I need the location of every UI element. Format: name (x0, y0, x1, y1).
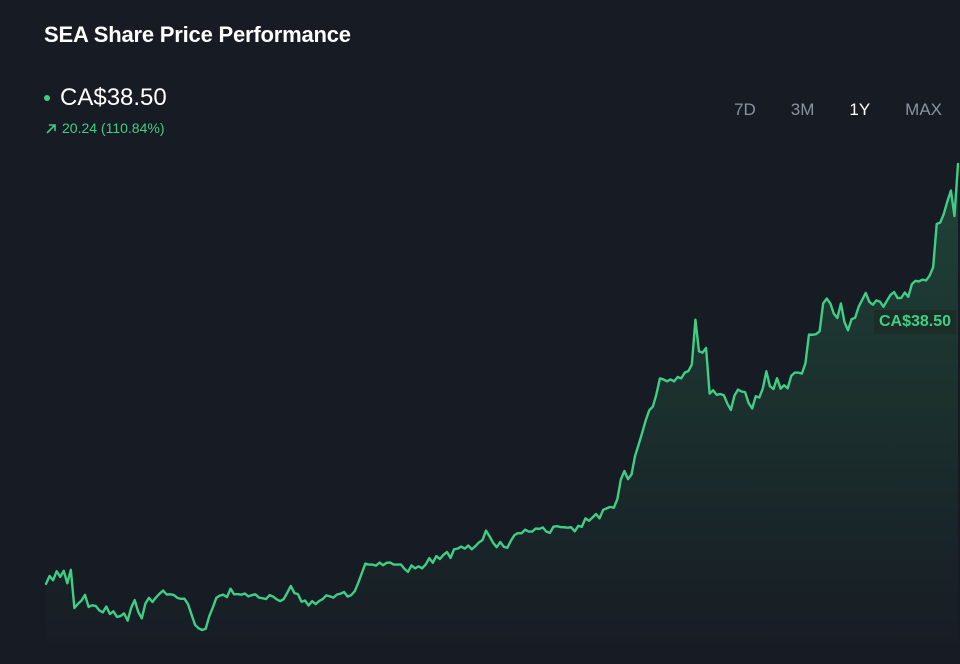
trend-up-arrow-icon (46, 123, 56, 133)
price-area-fill (46, 164, 958, 664)
tab-1y[interactable]: 1Y (849, 100, 871, 119)
current-price-row: CA$38.50 (44, 84, 167, 112)
tab-max[interactable]: MAX (905, 100, 942, 119)
price-change-text: 20.24 (110.84%) (62, 120, 165, 136)
current-price: CA$38.50 (60, 84, 167, 111)
price-change-row: 20.24 (110.84%) (46, 120, 164, 136)
last-price-label: CA$38.50 (874, 310, 957, 334)
range-tabs: 7D 3M 1Y MAX (734, 98, 942, 122)
dot-icon (44, 95, 50, 101)
tab-7d[interactable]: 7D (734, 100, 756, 119)
tab-3m[interactable]: 3M (790, 100, 815, 119)
chart-title: SEA Share Price Performance (44, 22, 351, 47)
price-line (44, 162, 960, 632)
